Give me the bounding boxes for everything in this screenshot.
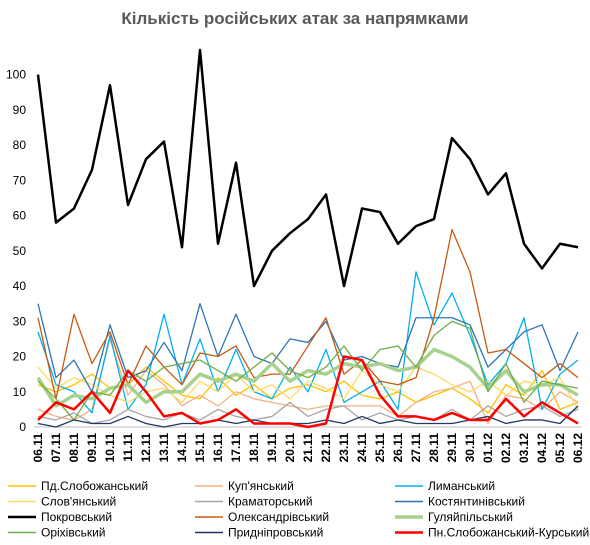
y-tick-label: 30 bbox=[13, 314, 27, 328]
x-tick-label: 17.11 bbox=[229, 433, 243, 463]
series-line bbox=[37, 338, 579, 425]
x-tick-label: 24.11 bbox=[355, 433, 369, 463]
y-tick-label: 50 bbox=[13, 244, 27, 258]
x-tick-label: 28.11 bbox=[427, 433, 441, 463]
x-tick-label: 23.11 bbox=[337, 433, 351, 463]
legend-label: Гуляйпільський bbox=[428, 510, 513, 524]
legend-label: Костянтинівський bbox=[428, 495, 525, 509]
legend-label: Слов'янський bbox=[41, 495, 116, 509]
x-tick-label: 30.11 bbox=[463, 433, 477, 463]
x-tick-label: 07.11 bbox=[49, 433, 63, 463]
x-tick-label: 29.11 bbox=[445, 433, 459, 463]
x-tick-label: 12.11 bbox=[139, 433, 153, 463]
y-tick-label: 100 bbox=[6, 68, 26, 82]
x-tick-label: 08.11 bbox=[67, 433, 81, 463]
x-tick-label: 16.11 bbox=[211, 433, 225, 463]
series-line bbox=[37, 303, 579, 393]
chart-title: Кількість російських атак за напрямками bbox=[121, 9, 468, 28]
legend-label: Краматорський bbox=[228, 495, 313, 509]
legend-label: Пд.Слобожанський bbox=[41, 479, 148, 493]
x-tick-label: 02.12 bbox=[499, 433, 513, 463]
series-line bbox=[37, 405, 579, 428]
x-tick-label: 06.11 bbox=[31, 433, 45, 463]
y-tick-label: 10 bbox=[13, 385, 27, 399]
x-tick-label: 09.11 bbox=[85, 433, 99, 463]
x-tick-label: 13.11 bbox=[157, 433, 171, 463]
x-tick-label: 01.12 bbox=[481, 433, 495, 463]
legend-label: Куп'янський bbox=[228, 479, 294, 493]
y-tick-label: 90 bbox=[13, 103, 27, 117]
y-tick-label: 40 bbox=[13, 279, 27, 293]
legend-label: Пн.Слобожанський-Курський bbox=[428, 526, 589, 540]
y-tick-label: 20 bbox=[13, 350, 27, 364]
x-tick-label: 26.11 bbox=[391, 433, 405, 463]
series-line bbox=[37, 355, 579, 429]
legend-label: Придніпровський bbox=[228, 526, 323, 540]
x-tick-label: 11.11 bbox=[121, 433, 135, 462]
x-tick-label: 21.11 bbox=[301, 433, 315, 463]
x-tick-label: 06.12 bbox=[571, 433, 585, 463]
x-tick-label: 05.12 bbox=[553, 433, 567, 463]
x-tick-label: 19.11 bbox=[265, 433, 279, 463]
x-tick-label: 22.11 bbox=[319, 433, 333, 463]
x-tick-label: 18.11 bbox=[247, 433, 261, 463]
y-tick-label: 80 bbox=[13, 138, 27, 152]
y-tick-label: 60 bbox=[13, 209, 27, 223]
x-tick-label: 15.11 bbox=[193, 433, 207, 463]
series-line bbox=[36, 347, 579, 408]
legend-label: Олександрівський bbox=[228, 510, 329, 524]
series-line bbox=[37, 401, 579, 425]
series-line bbox=[37, 366, 579, 410]
x-tick-label: 03.12 bbox=[517, 433, 531, 463]
legend-label: Покровський bbox=[41, 510, 112, 524]
x-tick-label: 27.11 bbox=[409, 433, 423, 463]
x-tick-label: 10.11 bbox=[103, 433, 117, 463]
y-tick-label: 70 bbox=[13, 173, 27, 187]
y-tick-label: 0 bbox=[19, 420, 26, 434]
series-line bbox=[36, 48, 579, 288]
x-tick-label: 14.11 bbox=[175, 433, 189, 463]
x-tick-label: 20.11 bbox=[283, 433, 297, 463]
x-tick-label: 04.12 bbox=[535, 433, 549, 463]
legend-label: Лиманський bbox=[428, 479, 495, 493]
legend-label: Оріхівський bbox=[41, 526, 106, 540]
x-tick-label: 25.11 bbox=[373, 433, 387, 463]
